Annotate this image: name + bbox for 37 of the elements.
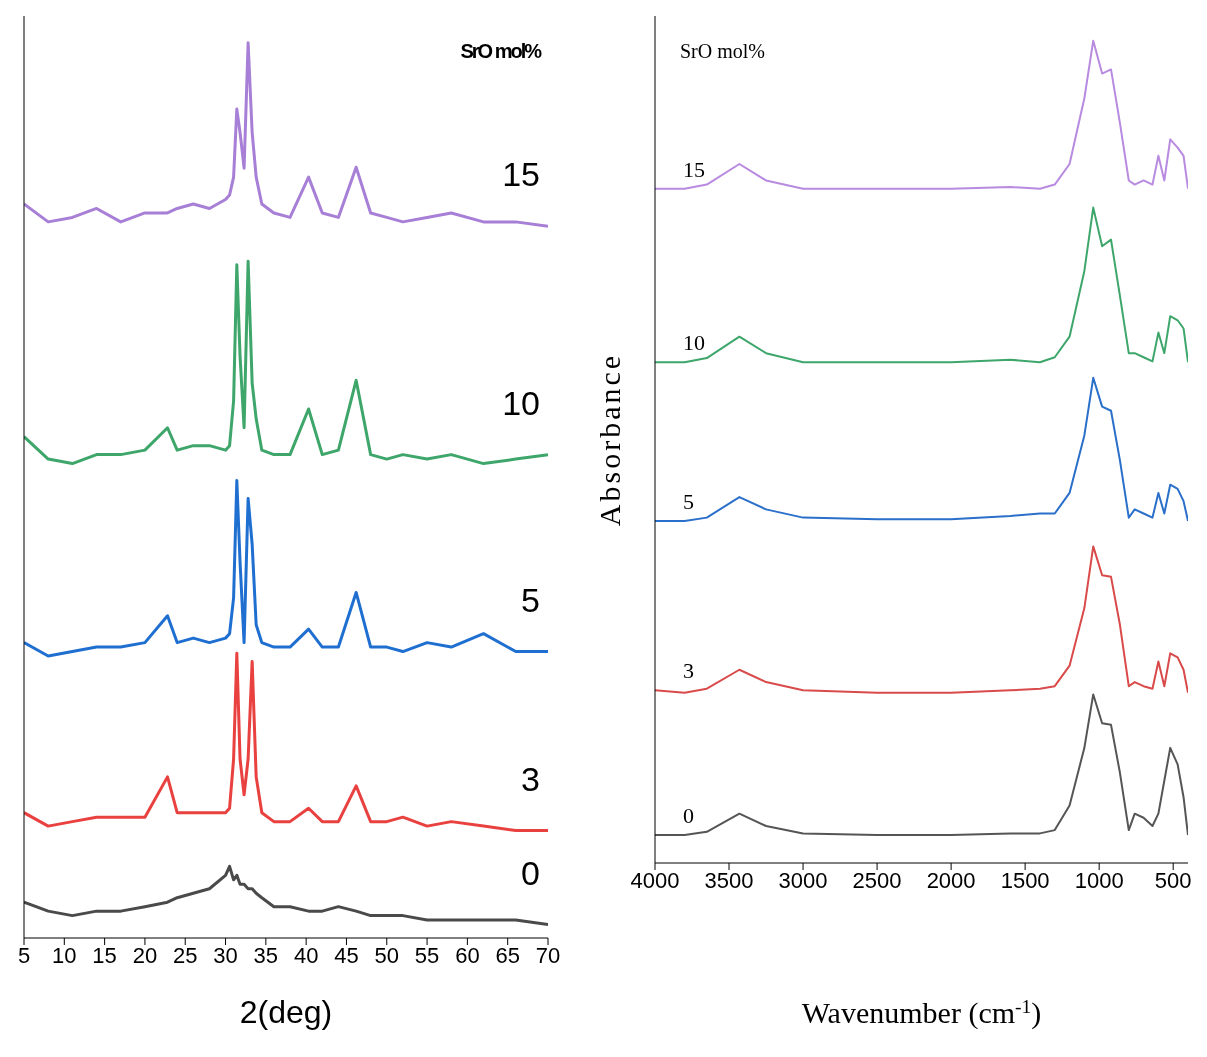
legend-title: SrO mol% [680, 40, 765, 63]
series-label: 5 [521, 580, 540, 619]
x-tick-label: 15 [92, 942, 117, 968]
x-tick-label: 1000 [1074, 867, 1124, 893]
x-tick-label: 55 [414, 942, 440, 968]
x-tick-label: 10 [52, 942, 77, 968]
x-tick-label: 2500 [852, 867, 902, 893]
series-label: 0 [683, 803, 694, 829]
x-tick-label: 40 [293, 942, 319, 968]
x-tick-label: 60 [455, 942, 480, 968]
x-tick-label: 5 [17, 942, 31, 968]
legend-title: SrO mol% [460, 40, 540, 63]
series-label: 3 [683, 658, 694, 684]
series-label: 10 [502, 383, 540, 422]
x-axis-title: Wavenumber (cm$^{-1}$) [801, 995, 1042, 1030]
series-label: 10 [683, 330, 705, 356]
x-tick-label: 2000 [926, 867, 976, 893]
series-label: 15 [502, 155, 540, 194]
x-tick-label: 25 [172, 942, 198, 968]
x-tick-label: 3000 [778, 867, 828, 893]
y-axis-title: Absorbance [593, 352, 626, 527]
x-tick-label: 1500 [1000, 867, 1050, 893]
x-tick-label: 3500 [704, 867, 754, 893]
series-label: 3 [521, 759, 540, 798]
x-axis-title: 2(deg) [239, 994, 333, 1030]
x-tick-label: 4000 [630, 867, 680, 893]
x-tick-label: 65 [495, 942, 520, 968]
x-tick-label: 30 [213, 942, 238, 968]
x-tick-label: 70 [535, 942, 561, 968]
x-tick-label: 50 [374, 942, 400, 968]
series-label: 0 [521, 853, 540, 892]
x-tick-label: 45 [334, 942, 359, 968]
series-label: 5 [683, 488, 694, 514]
x-tick-label: 20 [132, 942, 158, 968]
x-tick-label: 35 [253, 942, 279, 968]
x-tick-label: 500 [1154, 867, 1192, 893]
series-label: 15 [683, 156, 705, 182]
